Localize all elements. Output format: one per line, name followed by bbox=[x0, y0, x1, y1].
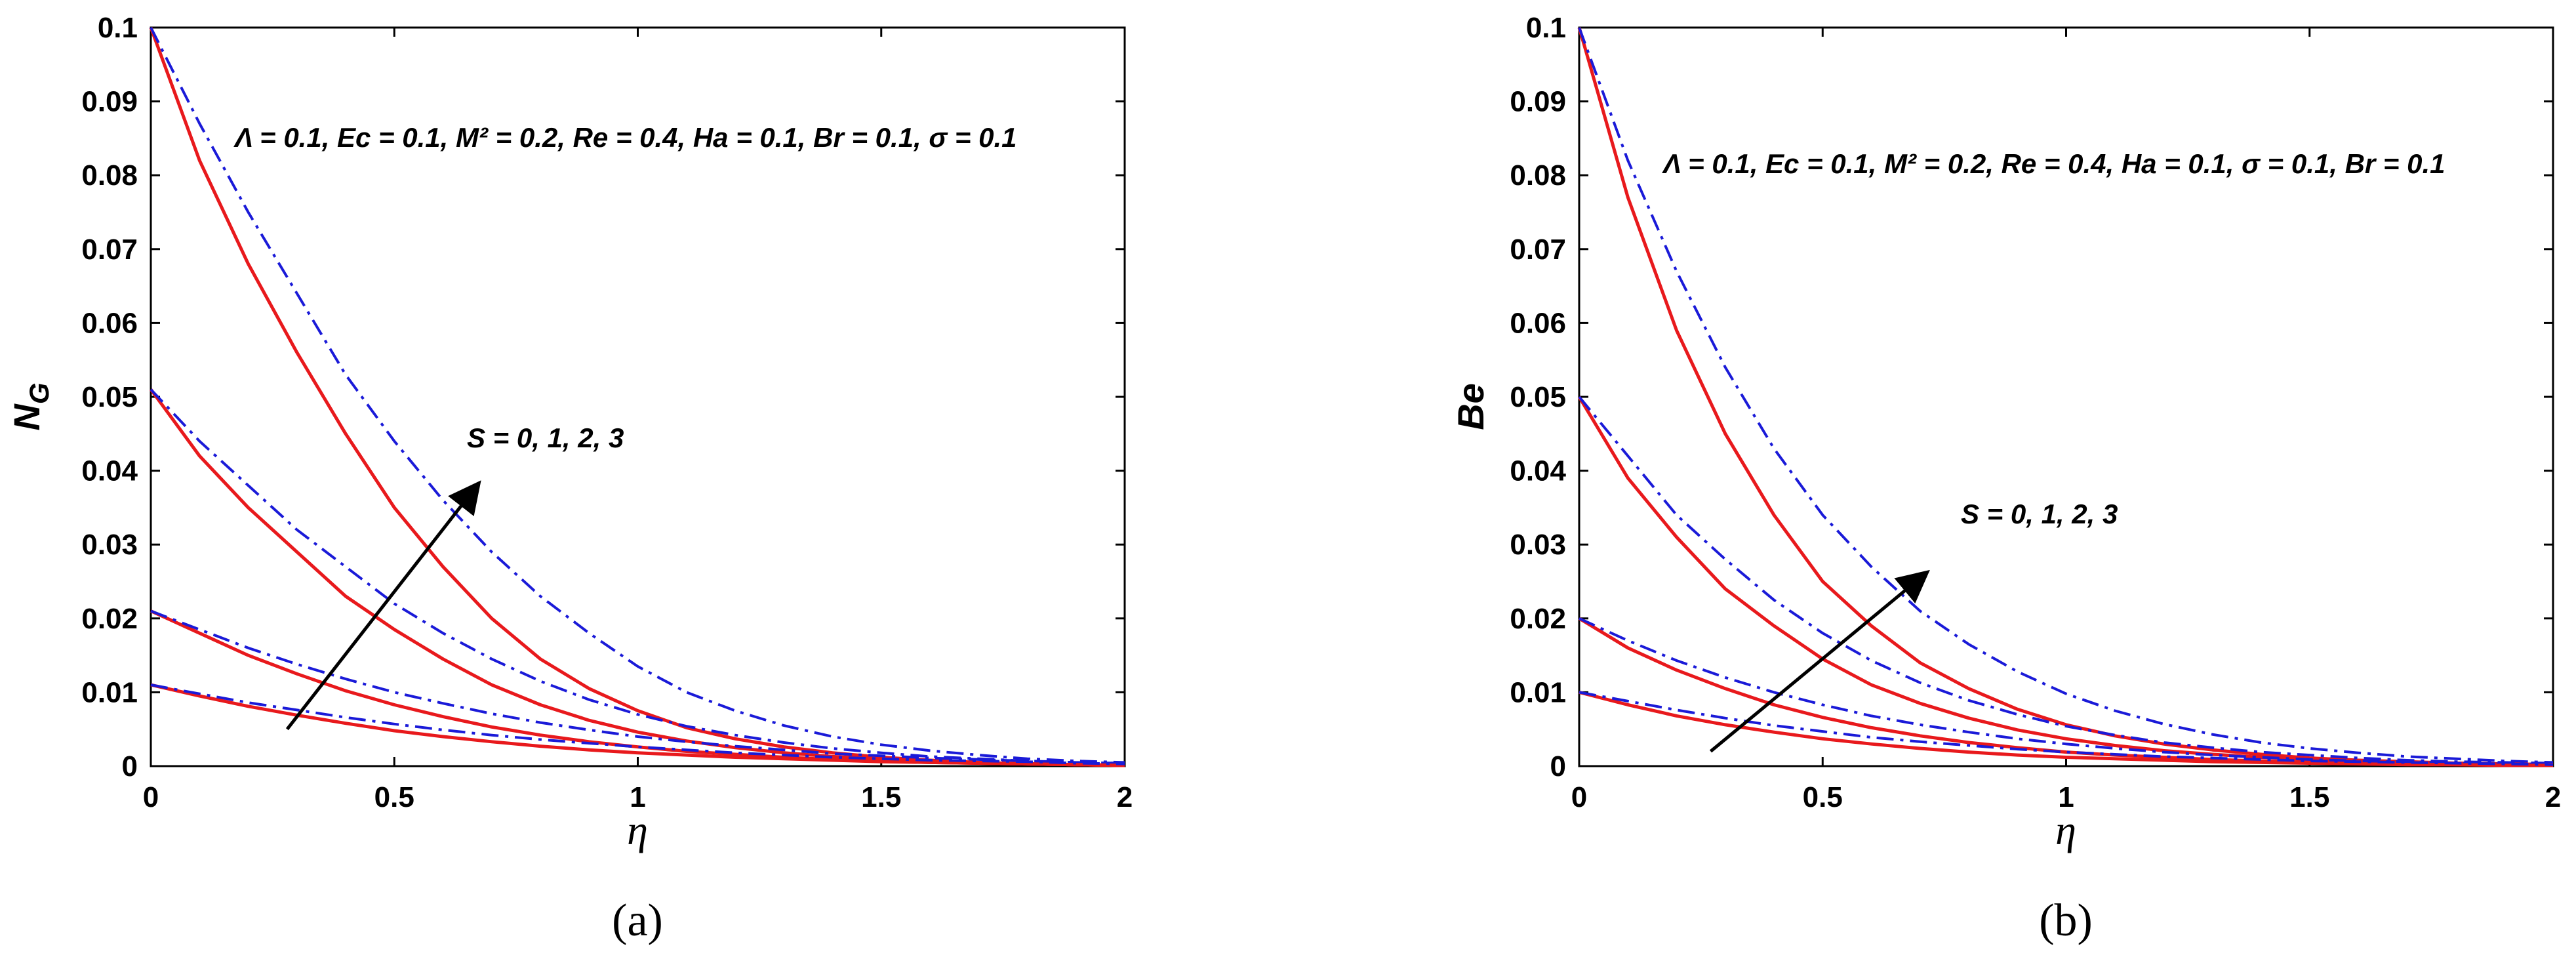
series-line-solid-3 bbox=[150, 683, 1125, 767]
y-tick-label: 0.04 bbox=[1510, 455, 1566, 487]
x-axis-label-b: η bbox=[2055, 807, 2076, 853]
y-tick-label: 0.09 bbox=[81, 86, 138, 118]
series-line-dashdot-3 bbox=[150, 683, 1125, 765]
annotation-a: S = 0, 1, 2, 3 bbox=[467, 422, 624, 453]
x-axis-label-a: η bbox=[627, 807, 648, 853]
y-tick-label: 0.06 bbox=[81, 307, 138, 339]
series-line-dashdot-1 bbox=[150, 388, 1125, 765]
y-tick-label: 0.03 bbox=[81, 529, 138, 561]
y-tick-label: 0.1 bbox=[1526, 12, 1566, 44]
x-tick-label: 1 bbox=[630, 781, 645, 813]
y-tick-label: 0.03 bbox=[1510, 529, 1566, 561]
x-tick-label: 0 bbox=[1571, 781, 1587, 813]
y-tick-label: 0 bbox=[122, 750, 138, 783]
panel-caption-b: (b) bbox=[2039, 895, 2093, 946]
x-tick-label: 1.5 bbox=[2289, 781, 2329, 813]
y-tick-label: 0.08 bbox=[81, 159, 138, 192]
y-tick-label: 0.05 bbox=[81, 381, 138, 413]
plot-area-a bbox=[150, 26, 1126, 767]
plot-area-b bbox=[1578, 26, 2554, 767]
y-tick-label: 0 bbox=[1550, 750, 1566, 783]
y-tick-label: 0.07 bbox=[81, 234, 138, 266]
y-tick-label: 0.04 bbox=[81, 455, 138, 487]
params-text-a: Λ = 0.1, Ec = 0.1, M² = 0.2, Re = 0.4, H… bbox=[233, 122, 1017, 153]
y-tick-label: 0.07 bbox=[1510, 234, 1566, 266]
series-line-dashdot-1 bbox=[1578, 396, 2554, 765]
x-tick-label: 0.5 bbox=[1803, 781, 1843, 813]
ticks-b: 0 0.5 1 1.5 2 0 0.01 0.02 0.03 0.04 0.05 0.06 0.07 0.… bbox=[1510, 12, 2561, 813]
series-line-dashdot-0 bbox=[150, 27, 1125, 764]
series-line-dashdot-0 bbox=[1578, 27, 2554, 764]
x-tick-label: 0.5 bbox=[374, 781, 414, 813]
series-a bbox=[149, 27, 1125, 767]
trend-arrow-b bbox=[1709, 569, 1930, 753]
series-line-dashdot-2 bbox=[1579, 617, 2553, 765]
trend-arrow-a bbox=[285, 480, 481, 731]
y-tick-label: 0.02 bbox=[1510, 603, 1566, 635]
ticks-a: 0 0.5 1 1.5 2 0 0.01 0.02 0.03 0.04 0.05 0.06 0.07 0.… bbox=[81, 12, 1133, 813]
x-tick-label: 0 bbox=[143, 781, 159, 813]
annotation-b: S = 0, 1, 2, 3 bbox=[1961, 499, 2118, 529]
y-tick-label: 0.01 bbox=[1510, 676, 1566, 708]
y-axis-label-b: Be bbox=[1450, 383, 1491, 430]
panel-caption-a: (a) bbox=[612, 895, 663, 946]
series-line-dashdot-3 bbox=[1579, 691, 2554, 766]
y-tick-label: 0.01 bbox=[81, 676, 138, 708]
y-tick-label: 0.08 bbox=[1510, 159, 1566, 192]
y-axis-label-a: NG bbox=[6, 382, 54, 430]
x-tick-label: 1.5 bbox=[861, 781, 901, 813]
panel-b: 0 0.5 1 1.5 2 0 0.01 0.02 0.03 0.04 0.05 0.06 0.07 0.… bbox=[1450, 12, 2561, 946]
y-tick-label: 0.05 bbox=[1510, 381, 1566, 413]
x-tick-label: 2 bbox=[2545, 781, 2561, 813]
y-tick-label: 0.02 bbox=[81, 603, 138, 635]
series-line-dashdot-2 bbox=[150, 609, 1125, 765]
y-tick-label: 0.09 bbox=[1510, 86, 1566, 118]
params-text-b: Λ = 0.1, Ec = 0.1, M² = 0.2, Re = 0.4, H… bbox=[1662, 148, 2445, 179]
panel-a: 0 0.5 1 1.5 2 0 0.01 0.02 0.03 0.04 0.05 0.06 0.07 0.… bbox=[6, 12, 1133, 946]
x-tick-label: 2 bbox=[1117, 781, 1133, 813]
y-tick-label: 0.06 bbox=[1510, 307, 1566, 339]
x-tick-label: 1 bbox=[2058, 781, 2074, 813]
y-tick-label: 0.1 bbox=[98, 12, 138, 44]
